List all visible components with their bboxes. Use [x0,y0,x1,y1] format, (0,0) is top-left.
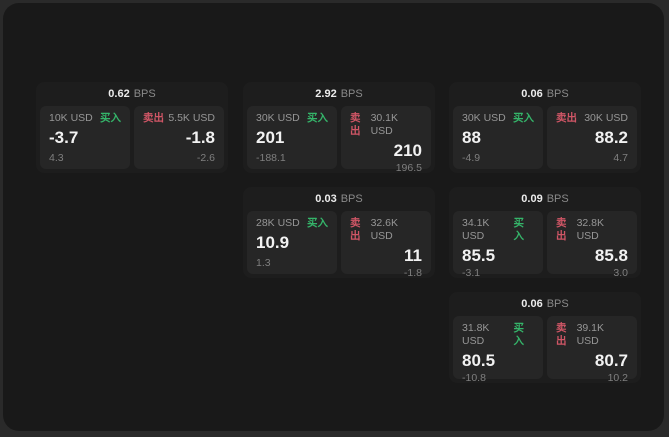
buy-tag: 买入 [513,322,524,347]
bps-unit: BPS [546,193,569,205]
sell-tag: 卖出 [556,322,567,347]
sell-price: 210 [393,141,422,160]
buy-panel[interactable]: 31.8K USD 买入 80.5 -10.8 [453,316,543,384]
sell-size: 32.6K USD [370,217,399,242]
sell-delta: 10.2 [607,372,628,384]
quote-card-3: 0.06 BPS 30K USD 买入 88 -4.9 卖出 30K USD 8… [449,82,641,173]
quote-card-4: 0.03 BPS 28K USD 买入 10.9 1.3 卖出 32.6K US… [243,187,435,279]
bps-header: 0.09 BPS [453,187,637,211]
sell-panel[interactable]: 卖出 32.8K USD 85.8 3.0 [547,211,637,279]
buy-price: -3.7 [49,128,79,147]
buy-panel[interactable]: 28K USD 买入 10.9 1.3 [247,211,337,274]
buy-price: 85.5 [462,246,496,265]
quote-card-5: 0.09 BPS 34.1K USD 买入 85.5 -3.1 卖出 32.8K… [449,187,641,279]
bps-unit: BPS [546,298,569,310]
buy-tag: 买入 [513,112,534,124]
sell-tag: 卖出 [143,112,164,124]
buy-delta: -188.1 [256,152,286,164]
sell-delta: -2.6 [196,152,215,164]
sell-panel[interactable]: 卖出 39.1K USD 80.7 10.2 [547,316,637,384]
buy-panel[interactable]: 34.1K USD 买入 85.5 -3.1 [453,211,543,279]
bps-header: 0.62 BPS [40,82,224,106]
buy-size: 31.8K USD [462,322,490,347]
bps-value: 0.03 [315,193,337,205]
buy-price: 80.5 [462,351,496,370]
sell-delta: 196.5 [395,162,422,174]
buy-size: 30K USD [462,112,506,124]
sell-delta: -1.8 [403,267,422,279]
sell-price: -1.8 [185,128,215,147]
buy-size: 30K USD [256,112,300,124]
sell-delta: 3.0 [613,267,628,279]
sell-delta: 4.7 [613,152,628,164]
buy-tag: 买入 [100,112,121,124]
bps-value: 0.62 [108,88,130,100]
sell-price: 11 [404,246,422,265]
sell-size: 39.1K USD [576,322,605,347]
sell-size: 30.1K USD [370,112,399,137]
buy-delta: -4.9 [462,152,481,164]
sell-tag: 卖出 [350,217,361,242]
buy-price: 88 [462,128,481,147]
sell-size: 30K USD [584,112,628,124]
sell-size: 32.8K USD [576,217,605,242]
bps-value: 2.92 [315,88,337,100]
quote-card-1: 0.62 BPS 10K USD 买入 -3.7 4.3 卖出 5.5K USD… [36,82,228,173]
buy-delta: 4.3 [49,152,64,164]
sell-price: 85.8 [594,246,628,265]
buy-tag: 买入 [307,217,328,229]
app-window: 0.62 BPS 10K USD 买入 -3.7 4.3 卖出 5.5K USD… [3,3,664,431]
sell-panel[interactable]: 卖出 30.1K USD 210 196.5 [341,106,431,174]
buy-tag: 买入 [307,112,328,124]
buy-price: 201 [256,128,285,147]
buy-delta: -10.8 [462,372,486,384]
sell-tag: 卖出 [556,217,567,242]
buy-size: 10K USD [49,112,93,124]
quote-card-6: 0.06 BPS 31.8K USD 买入 80.5 -10.8 卖出 39.1… [449,292,641,384]
bps-unit: BPS [546,88,569,100]
sell-size: 5.5K USD [168,112,215,124]
bps-header: 0.06 BPS [453,292,637,316]
bps-header: 0.06 BPS [453,82,637,106]
bps-value: 0.06 [521,298,543,310]
sell-price: 88.2 [594,128,628,147]
bps-header: 0.03 BPS [247,187,431,211]
buy-price: 10.9 [256,233,290,252]
buy-delta: -3.1 [462,267,481,279]
bps-value: 0.09 [521,193,543,205]
buy-size: 34.1K USD [462,217,490,242]
bps-unit: BPS [133,88,156,100]
buy-tag: 买入 [513,217,524,242]
sell-panel[interactable]: 卖出 32.6K USD 11 -1.8 [341,211,431,279]
sell-panel[interactable]: 卖出 5.5K USD -1.8 -2.6 [134,106,224,169]
bps-unit: BPS [340,193,363,205]
bps-unit: BPS [340,88,363,100]
buy-delta: 1.3 [256,257,271,269]
bps-header: 2.92 BPS [247,82,431,106]
buy-panel[interactable]: 10K USD 买入 -3.7 4.3 [40,106,130,169]
quote-card-2: 2.92 BPS 30K USD 买入 201 -188.1 卖出 30.1K … [243,82,435,174]
sell-tag: 卖出 [556,112,577,124]
bps-value: 0.06 [521,88,543,100]
sell-panel[interactable]: 卖出 30K USD 88.2 4.7 [547,106,637,169]
sell-tag: 卖出 [350,112,361,137]
buy-panel[interactable]: 30K USD 买入 201 -188.1 [247,106,337,169]
buy-panel[interactable]: 30K USD 买入 88 -4.9 [453,106,543,169]
buy-size: 28K USD [256,217,300,229]
sell-price: 80.7 [594,351,628,370]
